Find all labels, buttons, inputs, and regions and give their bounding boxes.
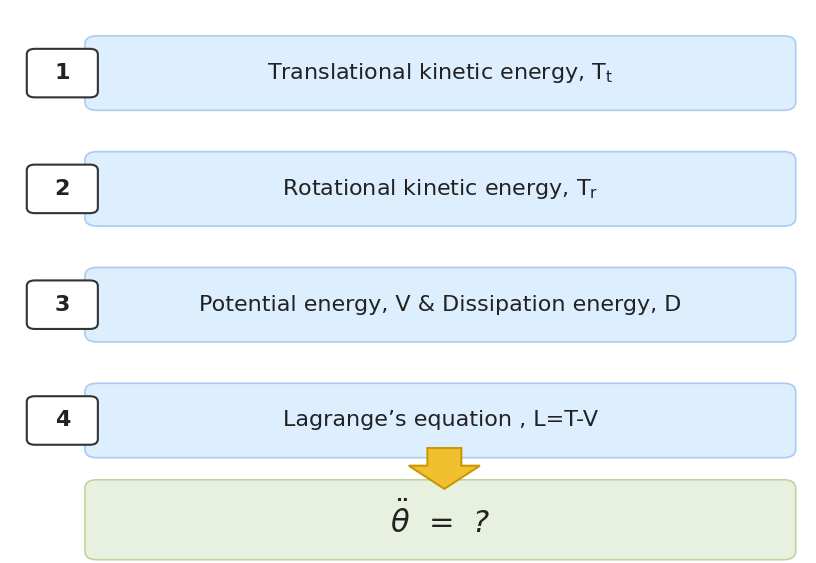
Polygon shape [409,448,480,489]
FancyBboxPatch shape [85,36,796,110]
FancyBboxPatch shape [85,151,796,226]
FancyBboxPatch shape [27,396,98,445]
Text: 2: 2 [55,179,70,199]
FancyBboxPatch shape [85,383,796,458]
FancyBboxPatch shape [27,49,98,97]
FancyBboxPatch shape [85,267,796,342]
Text: 1: 1 [55,63,70,83]
Text: Translational kinetic energy, T$_\mathrm{t}$: Translational kinetic energy, T$_\mathrm… [268,61,614,85]
FancyBboxPatch shape [27,164,98,213]
Text: Rotational kinetic energy, T$_\mathrm{r}$: Rotational kinetic energy, T$_\mathrm{r}… [282,177,598,201]
FancyBboxPatch shape [27,280,98,329]
Text: $\ddot{\theta}$  =  ?: $\ddot{\theta}$ = ? [390,501,490,539]
FancyBboxPatch shape [85,480,796,560]
Text: Lagrange’s equation , L=T-V: Lagrange’s equation , L=T-V [283,410,598,431]
Text: Potential energy, V & Dissipation energy, D: Potential energy, V & Dissipation energy… [199,294,681,315]
Text: 3: 3 [55,294,70,315]
Text: 4: 4 [55,410,70,431]
